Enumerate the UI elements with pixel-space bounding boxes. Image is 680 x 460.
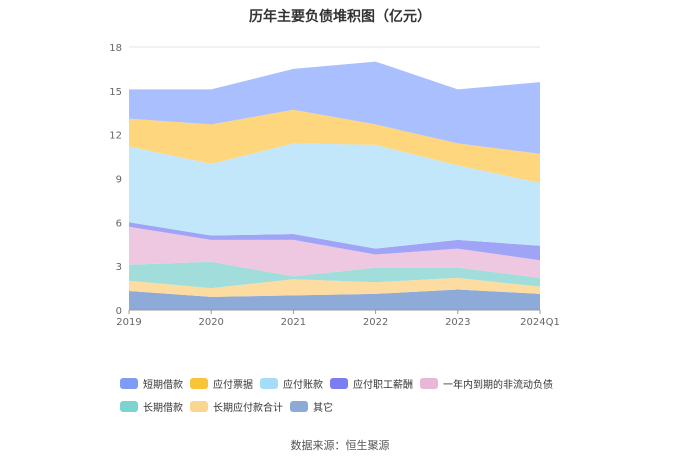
x-tick-label: 2023 bbox=[445, 317, 470, 328]
legend-swatch bbox=[330, 378, 348, 389]
x-tick-label: 2019 bbox=[116, 317, 141, 328]
legend-label: 应付账款 bbox=[283, 380, 323, 391]
legend-label: 一年内到期的非流动负债 bbox=[443, 380, 553, 391]
stacked-area-chart: 0 3 6 9 12 15 18 2019 2020 2021 2022 2023 2024Q1 bbox=[109, 43, 560, 328]
legend-swatch bbox=[190, 401, 208, 412]
y-tick-label: 15 bbox=[109, 87, 122, 98]
x-tick-label: 2024Q1 bbox=[520, 317, 560, 328]
legend-label: 长期借款 bbox=[143, 403, 183, 414]
area-短期借款 bbox=[129, 61, 540, 154]
y-tick-label: 0 bbox=[116, 306, 122, 317]
legend-item[interactable]: 应付账款 bbox=[260, 376, 323, 391]
axes: 0 3 6 9 12 15 18 2019 2020 2021 2022 2023 2024Q1 bbox=[109, 43, 560, 328]
legend-label: 其它 bbox=[313, 403, 333, 414]
legend-item[interactable]: 应付职工薪酬 bbox=[330, 376, 413, 391]
area-series bbox=[129, 61, 540, 310]
x-tick-label: 2021 bbox=[281, 317, 306, 328]
area-应付票据 bbox=[129, 109, 540, 183]
legend-items: 短期借款 应付票据 应付账款 应付职工薪酬 一年内到期的非流动负债长期借款 长期应付款合计… bbox=[120, 376, 570, 422]
legend-label: 短期借款 bbox=[143, 380, 183, 391]
y-tick-label: 3 bbox=[116, 262, 122, 273]
legend-item[interactable]: 一年内到期的非流动负债 bbox=[420, 376, 553, 391]
area-长期应付款合计 bbox=[129, 277, 540, 297]
legend-item[interactable]: 短期借款 bbox=[120, 376, 183, 391]
y-tick-label: 9 bbox=[116, 175, 122, 186]
area-应付账款 bbox=[129, 143, 540, 249]
y-tick-label: 18 bbox=[109, 43, 122, 54]
legend-item[interactable]: 长期应付款合计 bbox=[190, 399, 283, 414]
legend-label: 应付票据 bbox=[213, 380, 253, 391]
y-tick-label: 12 bbox=[109, 131, 122, 142]
legend-item[interactable]: 其它 bbox=[290, 399, 333, 414]
y-tick-label: 6 bbox=[116, 218, 122, 229]
legend-item[interactable]: 长期借款 bbox=[120, 399, 183, 414]
legend-item[interactable]: 应付票据 bbox=[190, 376, 253, 391]
legend-swatch bbox=[120, 401, 138, 412]
legend-label: 长期应付款合计 bbox=[213, 403, 283, 414]
area-长期借款 bbox=[129, 261, 540, 289]
legend-swatch bbox=[190, 378, 208, 389]
legend-swatch bbox=[420, 378, 438, 389]
data-source: 数据来源：恒生聚源 bbox=[290, 439, 390, 452]
area-一年内到期的非流动负债 bbox=[129, 226, 540, 278]
x-tick-label: 2020 bbox=[198, 317, 223, 328]
x-tick-label: 2022 bbox=[363, 317, 388, 328]
area-应付职工薪酬 bbox=[129, 222, 540, 261]
area-其它 bbox=[129, 289, 540, 310]
legend-label: 应付职工薪酬 bbox=[353, 380, 413, 391]
legend: 短期借款 应付票据 应付账款 应付职工薪酬 一年内到期的非流动负债长期借款 长期应付款合计… bbox=[120, 376, 570, 422]
legend-swatch bbox=[290, 401, 308, 412]
legend-swatch bbox=[260, 378, 278, 389]
legend-swatch bbox=[120, 378, 138, 389]
chart-title: 历年主要负债堆积图（亿元） bbox=[249, 9, 431, 25]
